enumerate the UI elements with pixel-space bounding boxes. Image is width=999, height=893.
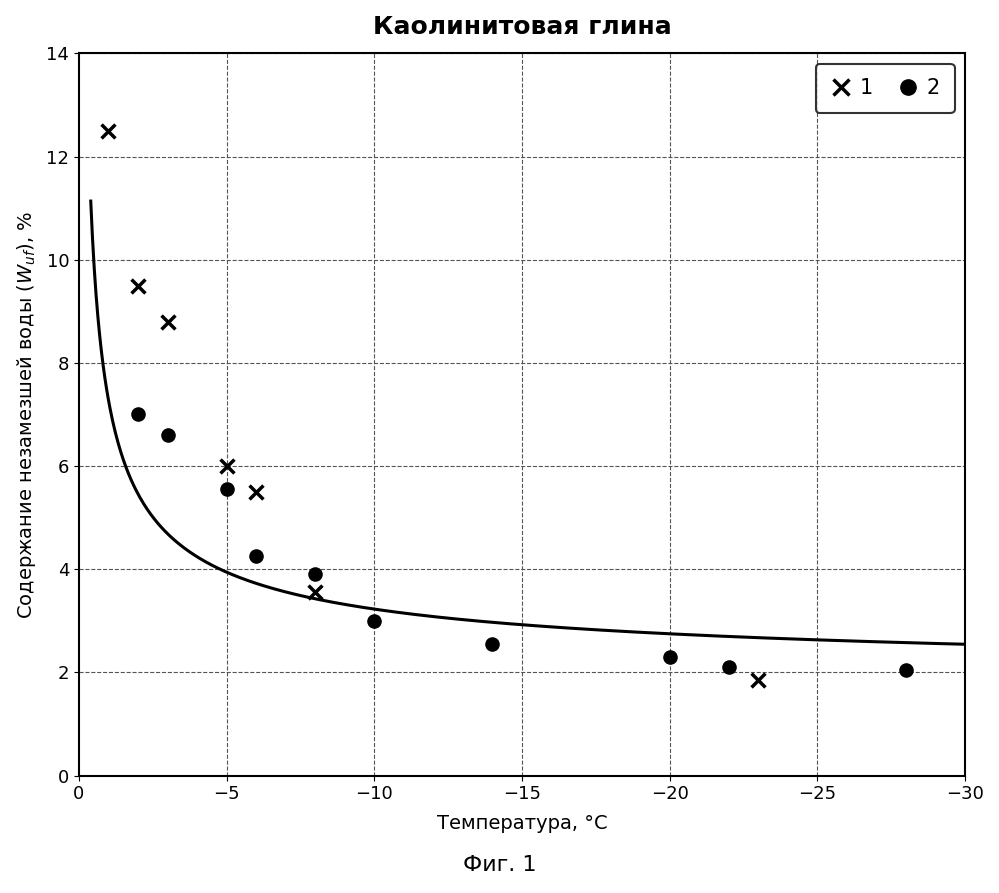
- Text: Фиг. 1: Фиг. 1: [463, 855, 536, 875]
- Point: [750, 673, 766, 688]
- Point: [219, 482, 235, 497]
- Point: [101, 123, 117, 138]
- Point: [160, 428, 176, 442]
- Title: Каолинитовая глина: Каолинитовая глина: [373, 15, 671, 39]
- Point: [485, 637, 500, 651]
- Point: [130, 279, 146, 293]
- X-axis label: Температура, °C: Температура, °C: [437, 814, 607, 833]
- Point: [898, 663, 914, 677]
- Point: [720, 660, 736, 674]
- Legend: 1, 2: 1, 2: [815, 64, 955, 113]
- Point: [248, 485, 264, 499]
- Point: [308, 585, 324, 599]
- Point: [248, 549, 264, 563]
- Y-axis label: Содержание незамезшей воды ($W_{uf}$), %: Содержание незамезшей воды ($W_{uf}$), %: [15, 211, 38, 619]
- Point: [160, 314, 176, 329]
- Point: [661, 650, 677, 664]
- Point: [308, 567, 324, 581]
- Point: [130, 407, 146, 421]
- Point: [219, 459, 235, 473]
- Point: [367, 613, 383, 628]
